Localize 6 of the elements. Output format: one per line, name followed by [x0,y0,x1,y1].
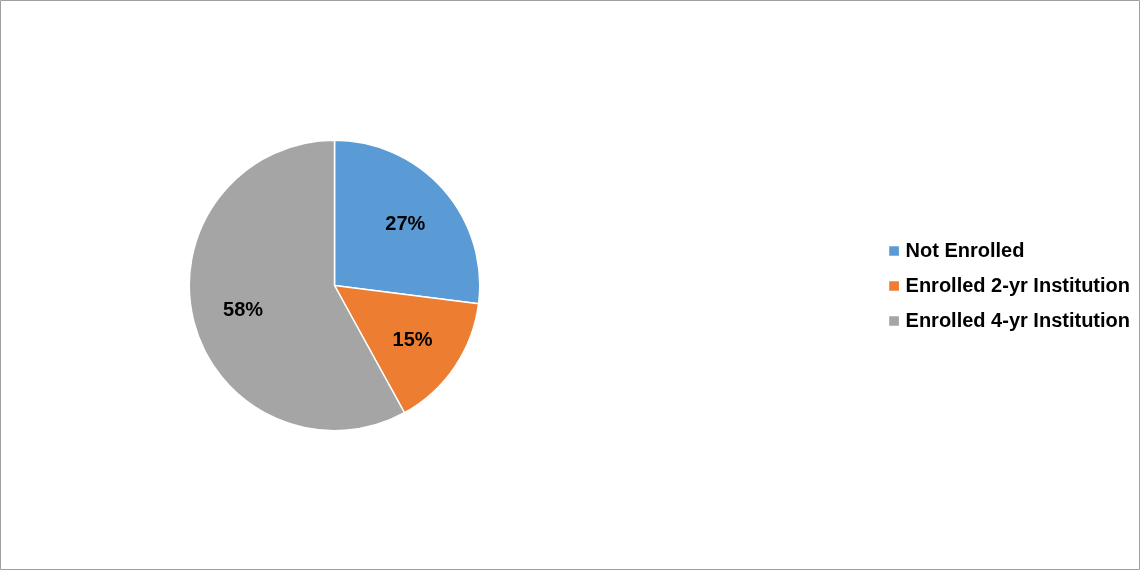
data-label: 15% [392,327,433,350]
data-label: 27% [385,211,426,234]
data-label: 58% [223,298,264,321]
legend-label: Not Enrolled [905,238,1025,262]
legend-label: Enrolled 2-yr Institution [905,273,1130,297]
legend-label: Enrolled 4-yr Institution [905,308,1130,332]
